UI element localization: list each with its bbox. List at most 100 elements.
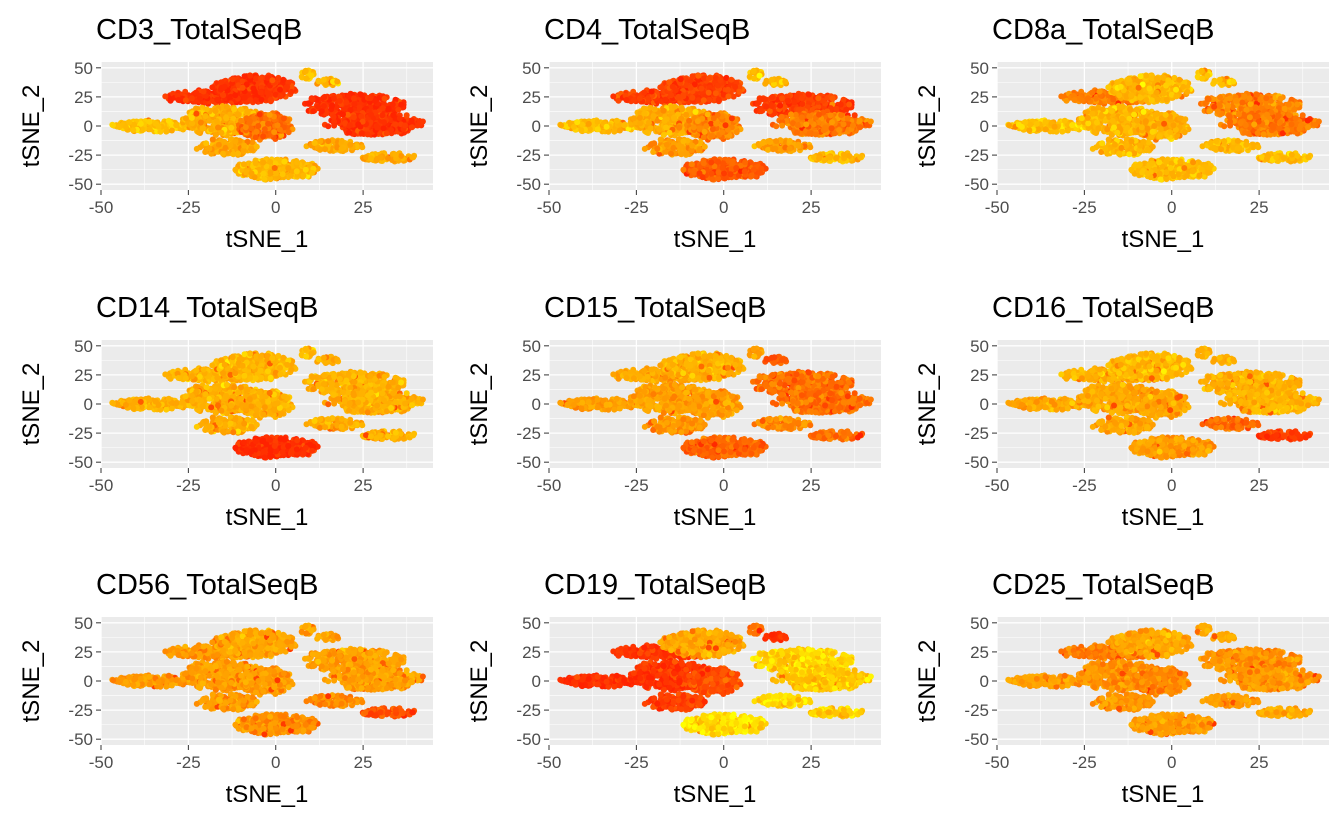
- point: [419, 118, 426, 125]
- point: [750, 166, 757, 173]
- point: [708, 133, 715, 140]
- point: [679, 106, 686, 113]
- point: [182, 97, 189, 104]
- point: [669, 83, 676, 90]
- point: [241, 142, 248, 149]
- y-axis-label: tSNE_2: [18, 85, 45, 168]
- point: [806, 113, 813, 120]
- point: [358, 113, 365, 120]
- point: [636, 95, 643, 102]
- point: [688, 161, 695, 168]
- point: [368, 155, 374, 162]
- point: [364, 131, 371, 138]
- point: [213, 117, 220, 124]
- point: [685, 106, 692, 113]
- point: [227, 93, 234, 100]
- point: [261, 176, 268, 183]
- point: [330, 113, 337, 120]
- point: [725, 93, 732, 100]
- point: [228, 124, 235, 131]
- point: [346, 129, 352, 136]
- point: [300, 172, 307, 179]
- point: [686, 117, 693, 124]
- point: [698, 85, 705, 92]
- point: [253, 75, 260, 82]
- point: [641, 110, 648, 117]
- x-axis-label: tSNE_1: [226, 226, 309, 253]
- point: [676, 124, 683, 131]
- point: [317, 146, 323, 153]
- point: [325, 138, 332, 145]
- point: [239, 78, 246, 85]
- point: [288, 88, 295, 95]
- point: [277, 93, 284, 100]
- point: [844, 115, 851, 122]
- point: [218, 79, 225, 86]
- point: [193, 89, 200, 96]
- point: [247, 97, 254, 104]
- point: [793, 93, 800, 100]
- point: [275, 74, 282, 81]
- point: [252, 97, 259, 104]
- point: [215, 124, 221, 131]
- point: [363, 154, 369, 161]
- point: [385, 155, 391, 162]
- point: [856, 117, 863, 124]
- point: [714, 111, 721, 118]
- point: [264, 90, 271, 97]
- point: [347, 141, 354, 148]
- point: [837, 101, 844, 108]
- point: [689, 142, 696, 149]
- point: [727, 171, 734, 178]
- point: [408, 117, 415, 124]
- point: [641, 145, 648, 152]
- point: [131, 121, 138, 128]
- point: [250, 85, 257, 92]
- point: [253, 128, 260, 135]
- point: [701, 128, 708, 135]
- point: [815, 95, 822, 102]
- point: [340, 111, 346, 118]
- point: [175, 97, 182, 103]
- point: [252, 160, 259, 167]
- point: [173, 122, 180, 129]
- point: [680, 138, 687, 145]
- point: [329, 102, 336, 109]
- point: [713, 120, 720, 127]
- point: [768, 103, 775, 109]
- point: [671, 103, 678, 110]
- point: [253, 143, 260, 150]
- point: [241, 94, 248, 101]
- point: [851, 112, 858, 119]
- point: [311, 140, 318, 146]
- point: [700, 134, 707, 141]
- point: [657, 84, 664, 91]
- point: [695, 97, 702, 104]
- point: [687, 84, 694, 91]
- point: [271, 129, 278, 136]
- point: [229, 76, 236, 83]
- point: [265, 120, 272, 127]
- point: [709, 126, 716, 133]
- point: [728, 115, 735, 122]
- point: [303, 75, 310, 82]
- point: [223, 115, 230, 122]
- point: [729, 158, 736, 165]
- point: [574, 119, 581, 126]
- point: [338, 137, 345, 144]
- point: [700, 97, 707, 104]
- point: [791, 99, 798, 106]
- point: [763, 103, 770, 110]
- point: [357, 91, 364, 98]
- point: [285, 129, 292, 136]
- point: [232, 138, 239, 145]
- point: [220, 92, 227, 99]
- point: [242, 124, 249, 131]
- point: [798, 95, 805, 102]
- point: [613, 117, 620, 124]
- point: [138, 126, 145, 132]
- point: [209, 84, 216, 91]
- point: [675, 142, 682, 149]
- point: [741, 168, 748, 175]
